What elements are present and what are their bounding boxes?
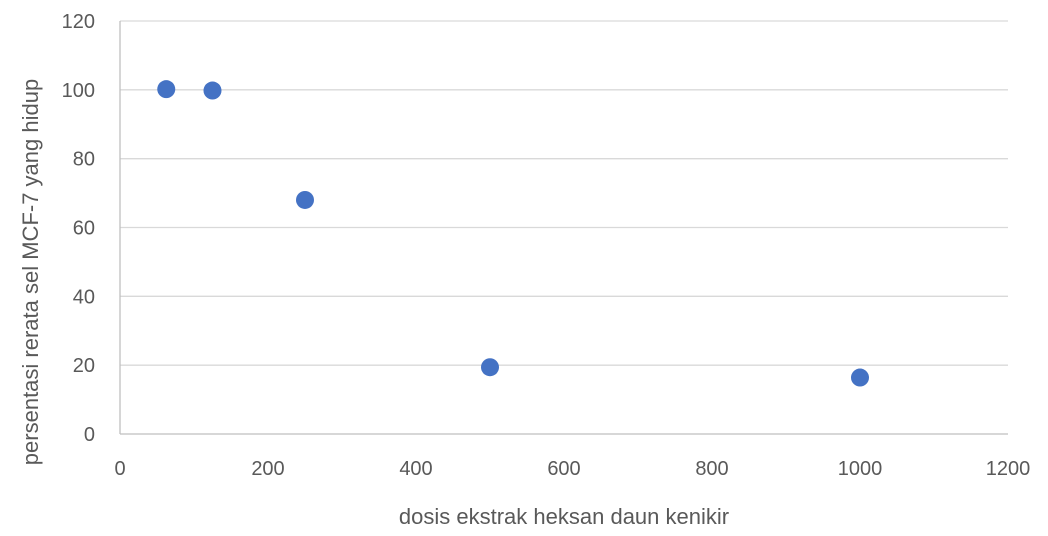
y-axis-title: persentasi rerata sel MCF-7 yang hidup xyxy=(18,79,43,465)
y-tick-label: 120 xyxy=(62,11,95,33)
data-point xyxy=(296,190,314,209)
y-tick-label: 0 xyxy=(84,424,95,446)
data-point xyxy=(851,368,869,387)
x-tick-label: 1200 xyxy=(986,458,1031,480)
x-tick-label: 600 xyxy=(547,458,580,480)
y-tick-labels: 0 20 40 60 80 100 120 xyxy=(62,11,95,446)
y-tick-label: 60 xyxy=(73,218,95,240)
x-tick-label: 400 xyxy=(399,458,432,480)
y-tick-label: 40 xyxy=(73,286,95,308)
y-tick-label: 80 xyxy=(73,149,95,171)
axes xyxy=(119,21,1008,435)
y-tick-label: 20 xyxy=(73,355,95,377)
data-point xyxy=(203,81,222,100)
x-tick-label: 800 xyxy=(695,458,728,480)
gridlines xyxy=(120,20,1008,366)
x-tick-labels: 0 200 400 600 800 1000 1200 xyxy=(114,458,1030,480)
x-axis-title: dosis ekstrak heksan daun kenikir xyxy=(399,504,729,529)
x-tick-label: 0 xyxy=(114,458,125,480)
data-points xyxy=(157,80,869,387)
x-tick-label: 1000 xyxy=(838,458,883,480)
y-tick-label: 100 xyxy=(62,80,95,102)
data-point xyxy=(157,80,176,99)
data-point xyxy=(481,358,499,377)
x-tick-label: 200 xyxy=(251,458,284,480)
